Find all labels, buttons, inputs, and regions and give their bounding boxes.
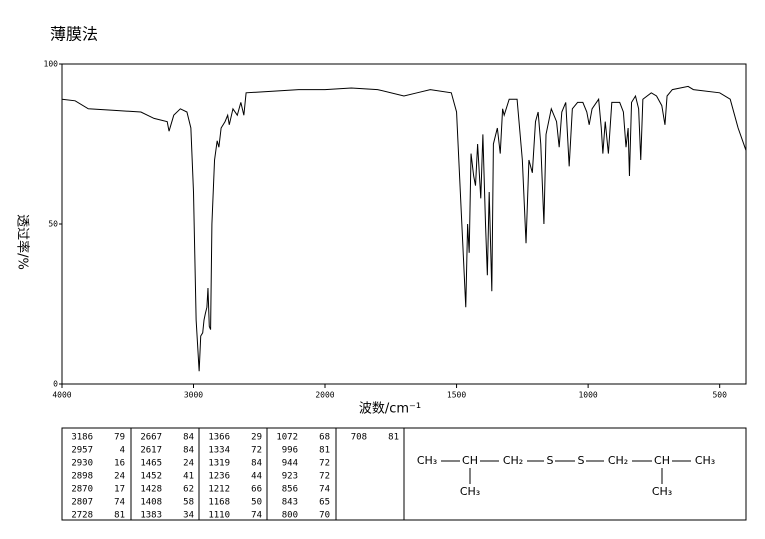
peak-transmittance: 34 (183, 511, 194, 521)
peak-transmittance: 16 (114, 459, 125, 469)
peak-transmittance: 29 (251, 433, 262, 443)
x-tick-label: 1000 (578, 391, 597, 400)
peak-transmittance: 66 (251, 485, 262, 495)
peak-wavenumber: 2957 (71, 446, 93, 456)
bonds (441, 460, 691, 484)
peak-transmittance: 65 (319, 498, 330, 508)
peak-transmittance: 72 (319, 459, 330, 469)
peak-transmittance: 74 (114, 498, 125, 508)
peak-transmittance: 84 (183, 446, 194, 456)
peak-wavenumber: 1110 (208, 511, 230, 521)
atom-group: CH₂ (608, 454, 628, 467)
peak-transmittance: 81 (388, 433, 399, 443)
peak-transmittance: 58 (183, 498, 194, 508)
atom-group: CH (654, 454, 670, 467)
peak-transmittance: 68 (319, 433, 330, 443)
y-tick-label: 50 (48, 220, 58, 229)
peak-wavenumber: 1452 (140, 472, 162, 482)
peak-transmittance: 81 (114, 511, 125, 521)
x-tick-label: 2000 (315, 391, 334, 400)
x-tick-label: 4000 (52, 391, 71, 400)
plot-frame (61, 63, 747, 385)
atom-group: CH₂ (503, 454, 523, 467)
peak-transmittance: 72 (251, 446, 262, 456)
peak-transmittance: 24 (183, 459, 194, 469)
peak-wavenumber: 1428 (140, 485, 162, 495)
peak-wavenumber: 3186 (71, 433, 93, 443)
y-tick-label: 100 (44, 60, 59, 69)
x-axis-label: 波数/cm⁻¹ (359, 402, 421, 417)
atom-group: S (547, 454, 554, 467)
peak-transmittance: 84 (251, 459, 262, 469)
peak-wavenumber: 1334 (208, 446, 230, 456)
peak-wavenumber: 944 (282, 459, 298, 469)
atom-group: S (578, 454, 585, 467)
peak-wavenumber: 1236 (208, 472, 230, 482)
peak-transmittance: 74 (251, 511, 262, 521)
peak-transmittance: 41 (183, 472, 194, 482)
peak-transmittance: 50 (251, 498, 262, 508)
peak-transmittance: 62 (183, 485, 194, 495)
peak-wavenumber: 1212 (208, 485, 230, 495)
peak-wavenumber: 856 (282, 485, 298, 495)
peak-wavenumber: 2667 (140, 433, 162, 443)
x-tick-label: 3000 (184, 391, 203, 400)
peak-wavenumber: 2930 (71, 459, 93, 469)
peak-wavenumber: 1072 (276, 433, 298, 443)
peak-wavenumber: 2617 (140, 446, 162, 456)
atom-group: CH (462, 454, 478, 467)
peak-wavenumber: 996 (282, 446, 298, 456)
peak-transmittance: 79 (114, 433, 125, 443)
peak-wavenumber: 1465 (140, 459, 162, 469)
peak-transmittance: 81 (319, 446, 330, 456)
atom-group: CH₃ (695, 454, 715, 467)
peak-wavenumber: 923 (282, 472, 298, 482)
y-axis-label: 透过率/% (15, 214, 31, 270)
peak-wavenumber: 843 (282, 498, 298, 508)
branch-group: CH₃ (460, 485, 480, 498)
chart-title: 薄膜法 (50, 25, 98, 44)
peak-transmittance: 74 (319, 485, 330, 495)
peak-wavenumber: 1168 (208, 498, 230, 508)
peak-transmittance: 44 (251, 472, 262, 482)
peak-wavenumber: 2728 (71, 511, 93, 521)
peak-wavenumber: 2898 (71, 472, 93, 482)
x-tick-label: 1500 (447, 391, 466, 400)
peak-transmittance: 24 (114, 472, 125, 482)
peak-transmittance: 4 (120, 446, 125, 456)
peak-wavenumber: 1366 (208, 433, 230, 443)
atom-group: CH₃ (417, 454, 437, 467)
peak-wavenumber: 2870 (71, 485, 93, 495)
peak-wavenumber: 1319 (208, 459, 230, 469)
peak-transmittance: 17 (114, 485, 125, 495)
peak-wavenumber: 800 (282, 511, 298, 521)
peak-wavenumber: 2807 (71, 498, 93, 508)
spectrum-line (61, 85, 747, 372)
peak-transmittance: 70 (319, 511, 330, 521)
peak-transmittance: 84 (183, 433, 194, 443)
table-dividers (130, 428, 405, 520)
peak-transmittance: 72 (319, 472, 330, 482)
peak-wavenumber: 1408 (140, 498, 162, 508)
peak-wavenumber: 708 (351, 433, 367, 443)
peak-wavenumber: 1383 (140, 511, 162, 521)
x-tick-label: 500 (712, 391, 727, 400)
branch-group: CH₃ (652, 485, 672, 498)
y-tick-label: 0 (53, 380, 58, 389)
